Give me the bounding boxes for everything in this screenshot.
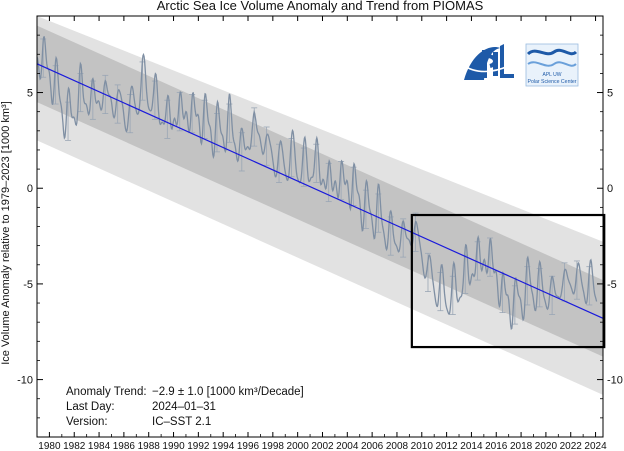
x-tick-label-1988: 1988 (138, 441, 161, 451)
x-tick-label-2016: 2016 (485, 441, 508, 451)
x-tick-label-1994: 1994 (212, 441, 235, 451)
y-tick-label-left--10: -10 (17, 375, 33, 387)
x-tick-label-2018: 2018 (510, 441, 533, 451)
x-tick-label-1984: 1984 (88, 441, 111, 451)
apl-logo-icon (461, 44, 514, 80)
trend-line (36, 63, 604, 319)
y-axis-right: -10 -5 0 5 (597, 34, 623, 419)
psc-logo-icon: APL UW Polar Science Center (525, 43, 579, 87)
x-tick-label-2000: 2000 (287, 441, 310, 451)
annotation-value-version: IC–SST 2.1 (152, 416, 211, 428)
error-bar-18 (263, 126, 270, 166)
y-tick-label-right-0: 0 (607, 183, 613, 195)
chart-title: Arctic Sea Ice Volume Anomaly and Trend … (157, 0, 484, 13)
annotation-label-version: Version: (66, 416, 108, 428)
x-axis: 1980 1982 1984 1986 1988 1990 1992 1994 1996 1998… (38, 16, 607, 451)
x-tick-label-2008: 2008 (386, 441, 409, 451)
x-tick-label-2010: 2010 (411, 441, 434, 451)
x-tick-label-2022: 2022 (560, 441, 583, 451)
x-tick-label-2020: 2020 (535, 441, 558, 451)
y-axis-left: -10 -5 0 5 (17, 34, 43, 419)
x-tick-label-1992: 1992 (187, 441, 210, 451)
y-tick-label-left-0: 0 (27, 183, 33, 195)
y-tick-label-left--5: -5 (23, 279, 33, 291)
x-tick-label-1996: 1996 (237, 441, 260, 451)
x-tick-label-1982: 1982 (63, 441, 86, 451)
psc-small-text: APL UW (543, 72, 562, 78)
x-tick-label-2012: 2012 (435, 441, 458, 451)
psc-logo-text: Polar Science Center (527, 79, 576, 85)
x-tick-label-1980: 1980 (38, 441, 61, 451)
x-tick-label-2002: 2002 (311, 441, 334, 451)
x-tick-label-1986: 1986 (113, 441, 136, 451)
annotation-label-trend: Anomaly Trend: (66, 386, 147, 398)
y-tick-label-right--10: -10 (607, 375, 623, 387)
y-tick-label-right-5: 5 (607, 88, 613, 100)
x-tick-label-2006: 2006 (361, 441, 384, 451)
highlight-box (410, 213, 606, 349)
annotations: Anomaly Trend: −2.9 ± 1.0 [1000 km³/Deca… (66, 386, 304, 428)
annotation-label-last-day: Last Day: (66, 401, 115, 413)
error-bar-16 (238, 132, 245, 172)
error-bar-40 (536, 268, 543, 308)
error-bar-4 (89, 80, 96, 120)
error-bar-15 (226, 103, 233, 143)
y-tick-label-left-5: 5 (27, 88, 33, 100)
annotation-value-trend: −2.9 ± 1.0 [1000 km³/Decade] (152, 386, 304, 398)
error-bar-30 (412, 212, 419, 252)
error-bar-29 (400, 218, 407, 258)
y-tick-label-right--5: -5 (607, 279, 617, 291)
x-tick-label-1998: 1998 (262, 441, 285, 451)
plot-area (36, 16, 606, 395)
x-tick-label-2024: 2024 (584, 441, 607, 451)
x-tick-label-2014: 2014 (460, 441, 483, 451)
y-axis-label: Ice Volume Anomaly relative to 1979–2023… (0, 101, 12, 365)
annotation-value-last-day: 2024–01–31 (152, 401, 216, 413)
x-tick-label-1990: 1990 (162, 441, 185, 451)
x-tick-label-2004: 2004 (336, 441, 359, 451)
